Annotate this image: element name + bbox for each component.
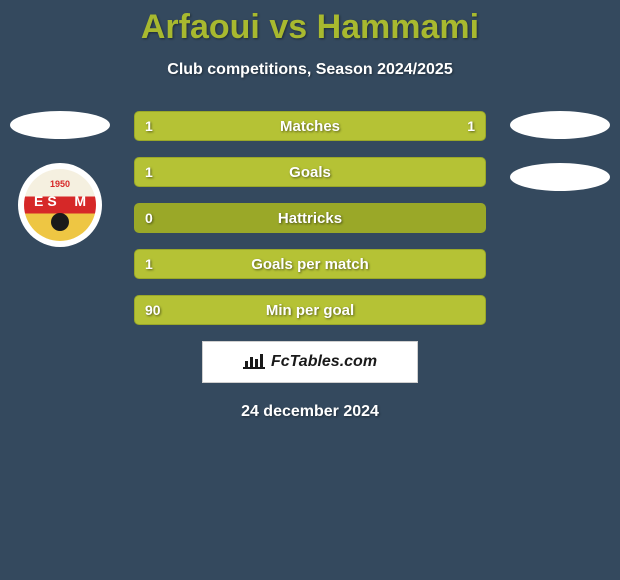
player-placeholder-icon [10,111,110,139]
page-subtitle: Club competitions, Season 2024/2025 [0,61,620,79]
stat-label: Min per goal [135,296,485,324]
stat-label: Goals per match [135,250,485,278]
club-placeholder-icon [510,163,610,191]
club-letters-left: ES [34,193,61,209]
player-placeholder-icon [510,111,610,139]
club-logo-graphic: 1950 ES M [24,169,96,241]
brand-label: FcTables.com [271,353,377,371]
right-player-column [510,111,610,215]
stat-row: 1Goals per match [134,249,486,279]
comparison-card: Arfaoui vs Hammami Club competitions, Se… [0,0,620,421]
left-player-column: 1950 ES M [10,111,110,247]
club-letters-right: M [74,193,86,209]
bar-chart-icon [243,353,265,371]
stat-row: 1Goals [134,157,486,187]
date-label: 24 december 2024 [0,403,620,421]
page-title: Arfaoui vs Hammami [0,8,620,47]
club-year: 1950 [50,179,70,189]
stat-rows: 1Matches11Goals0Hattricks1Goals per matc… [134,111,486,325]
stat-row: 1Matches1 [134,111,486,141]
stat-row: 0Hattricks [134,203,486,233]
brand-link[interactable]: FcTables.com [202,341,418,383]
stat-row: 90Min per goal [134,295,486,325]
stat-label: Hattricks [135,204,485,232]
stat-value-right: 1 [467,112,475,140]
stats-area: 1950 ES M 1Matches11Goals0Hattricks1Goal… [0,111,620,325]
club-logo-left: 1950 ES M [18,163,102,247]
ball-icon [51,213,69,231]
stat-label: Goals [135,158,485,186]
stat-label: Matches [135,112,485,140]
